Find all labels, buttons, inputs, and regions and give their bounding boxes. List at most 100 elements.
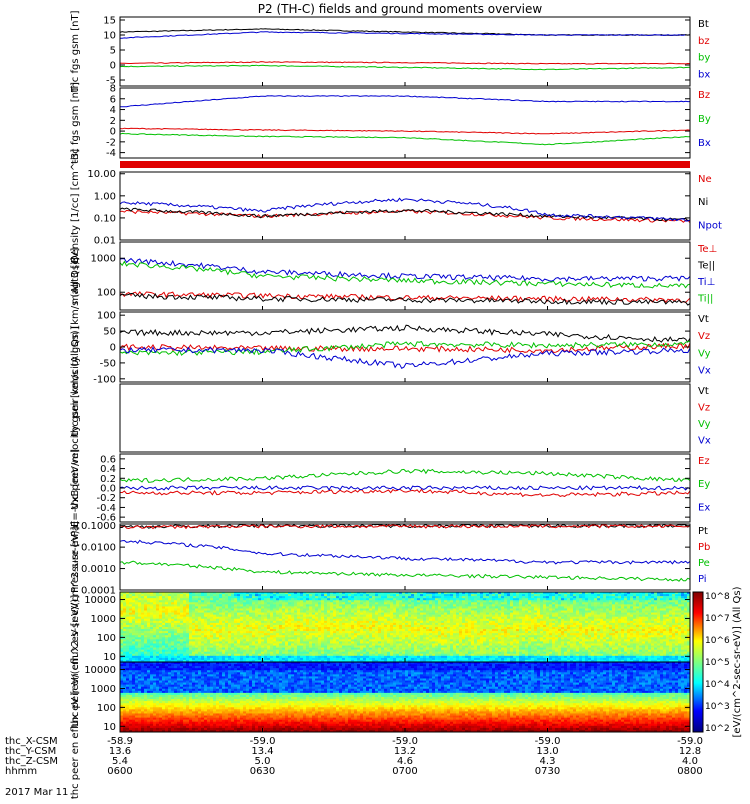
heatmap-cell: [336, 619, 339, 621]
heatmap-cell: [375, 629, 378, 631]
heatmap-cell: [417, 617, 420, 619]
heatmap-cell: [429, 613, 432, 615]
heatmap-cell: [288, 619, 291, 621]
heatmap-cell: [132, 611, 135, 613]
heatmap-cell: [351, 633, 354, 635]
heatmap-cell: [354, 594, 357, 596]
heatmap-cell: [480, 631, 483, 633]
heatmap-cell: [297, 606, 300, 608]
heatmap-cell: [132, 633, 135, 635]
heatmap-cell: [519, 613, 522, 615]
heatmap-cell: [258, 635, 261, 637]
heatmap-cell: [513, 617, 516, 619]
heatmap-cell: [519, 604, 522, 606]
heatmap-cell: [171, 615, 174, 617]
heatmap-cell: [669, 637, 672, 639]
heatmap-cell: [555, 631, 558, 633]
heatmap-cell: [459, 602, 462, 604]
heatmap-cell: [294, 629, 297, 631]
heatmap-cell: [585, 631, 588, 633]
heatmap-cell: [489, 604, 492, 606]
heatmap-cell: [243, 613, 246, 615]
heatmap-cell: [624, 627, 627, 629]
heatmap-cell: [225, 631, 228, 633]
heatmap-cell: [651, 604, 654, 606]
heatmap-cell: [138, 615, 141, 617]
heatmap-cell: [357, 604, 360, 606]
heatmap-cell: [135, 623, 138, 625]
heatmap-cell: [228, 625, 231, 627]
heatmap-cell: [372, 615, 375, 617]
heatmap-cell: [585, 604, 588, 606]
heatmap-cell: [219, 631, 222, 633]
heatmap-cell: [129, 637, 132, 639]
heatmap-cell: [156, 641, 159, 643]
heatmap-cell: [435, 627, 438, 629]
heatmap-cell: [489, 631, 492, 633]
heatmap-cell: [162, 623, 165, 625]
heatmap-cell: [456, 604, 459, 606]
heatmap-cell: [468, 633, 471, 635]
heatmap-cell: [477, 594, 480, 596]
heatmap-cell: [321, 611, 324, 613]
heatmap-cell: [252, 619, 255, 621]
heatmap-cell: [213, 631, 216, 633]
heatmap-cell: [438, 631, 441, 633]
heatmap-cell: [189, 594, 192, 596]
heatmap-cell: [300, 641, 303, 643]
heatmap-cell: [219, 596, 222, 598]
heatmap-cell: [315, 594, 318, 596]
heatmap-cell: [552, 629, 555, 631]
heatmap-cell: [471, 594, 474, 596]
heatmap-cell: [537, 625, 540, 627]
heatmap-cell: [231, 631, 234, 633]
heatmap-cell: [564, 633, 567, 635]
heatmap-cell: [564, 641, 567, 643]
heatmap-cell: [603, 604, 606, 606]
heatmap-cell: [342, 629, 345, 631]
heatmap-cell: [558, 594, 561, 596]
heatmap-cell: [621, 615, 624, 617]
heatmap-cell: [450, 602, 453, 604]
heatmap-cell: [510, 627, 513, 629]
heatmap-cell: [174, 631, 177, 633]
heatmap-cell: [441, 629, 444, 631]
heatmap-cell: [585, 608, 588, 610]
heatmap-cell: [441, 606, 444, 608]
heatmap-cell: [138, 602, 141, 604]
heatmap-cell: [243, 604, 246, 606]
heatmap-cell: [645, 619, 648, 621]
heatmap-cell: [459, 639, 462, 641]
heatmap-cell: [306, 606, 309, 608]
heatmap-cell: [450, 619, 453, 621]
heatmap-cell: [522, 598, 525, 600]
heatmap-cell: [282, 627, 285, 629]
heatmap-cell: [216, 602, 219, 604]
heatmap-cell: [201, 617, 204, 619]
heatmap-cell: [384, 619, 387, 621]
heatmap-cell: [642, 594, 645, 596]
heatmap-cell: [240, 629, 243, 631]
heatmap-cell: [663, 608, 666, 610]
heatmap-cell: [231, 641, 234, 643]
heatmap-cell: [258, 596, 261, 598]
heatmap-cell: [204, 627, 207, 629]
heatmap-cell: [360, 598, 363, 600]
heatmap-cell: [639, 617, 642, 619]
heatmap-cell: [534, 619, 537, 621]
heatmap-cell: [498, 619, 501, 621]
heatmap-cell: [237, 625, 240, 627]
heatmap-cell: [558, 608, 561, 610]
heatmap-cell: [144, 596, 147, 598]
heatmap-cell: [543, 623, 546, 625]
heatmap-cell: [621, 604, 624, 606]
heatmap-cell: [351, 604, 354, 606]
heatmap-cell: [417, 600, 420, 602]
heatmap-cell: [414, 615, 417, 617]
heatmap-cell: [492, 606, 495, 608]
heatmap-cell: [429, 619, 432, 621]
heatmap-cell: [543, 633, 546, 635]
heatmap-cell: [603, 594, 606, 596]
legend-efield-0: Ez: [698, 456, 710, 467]
heatmap-cell: [486, 613, 489, 615]
